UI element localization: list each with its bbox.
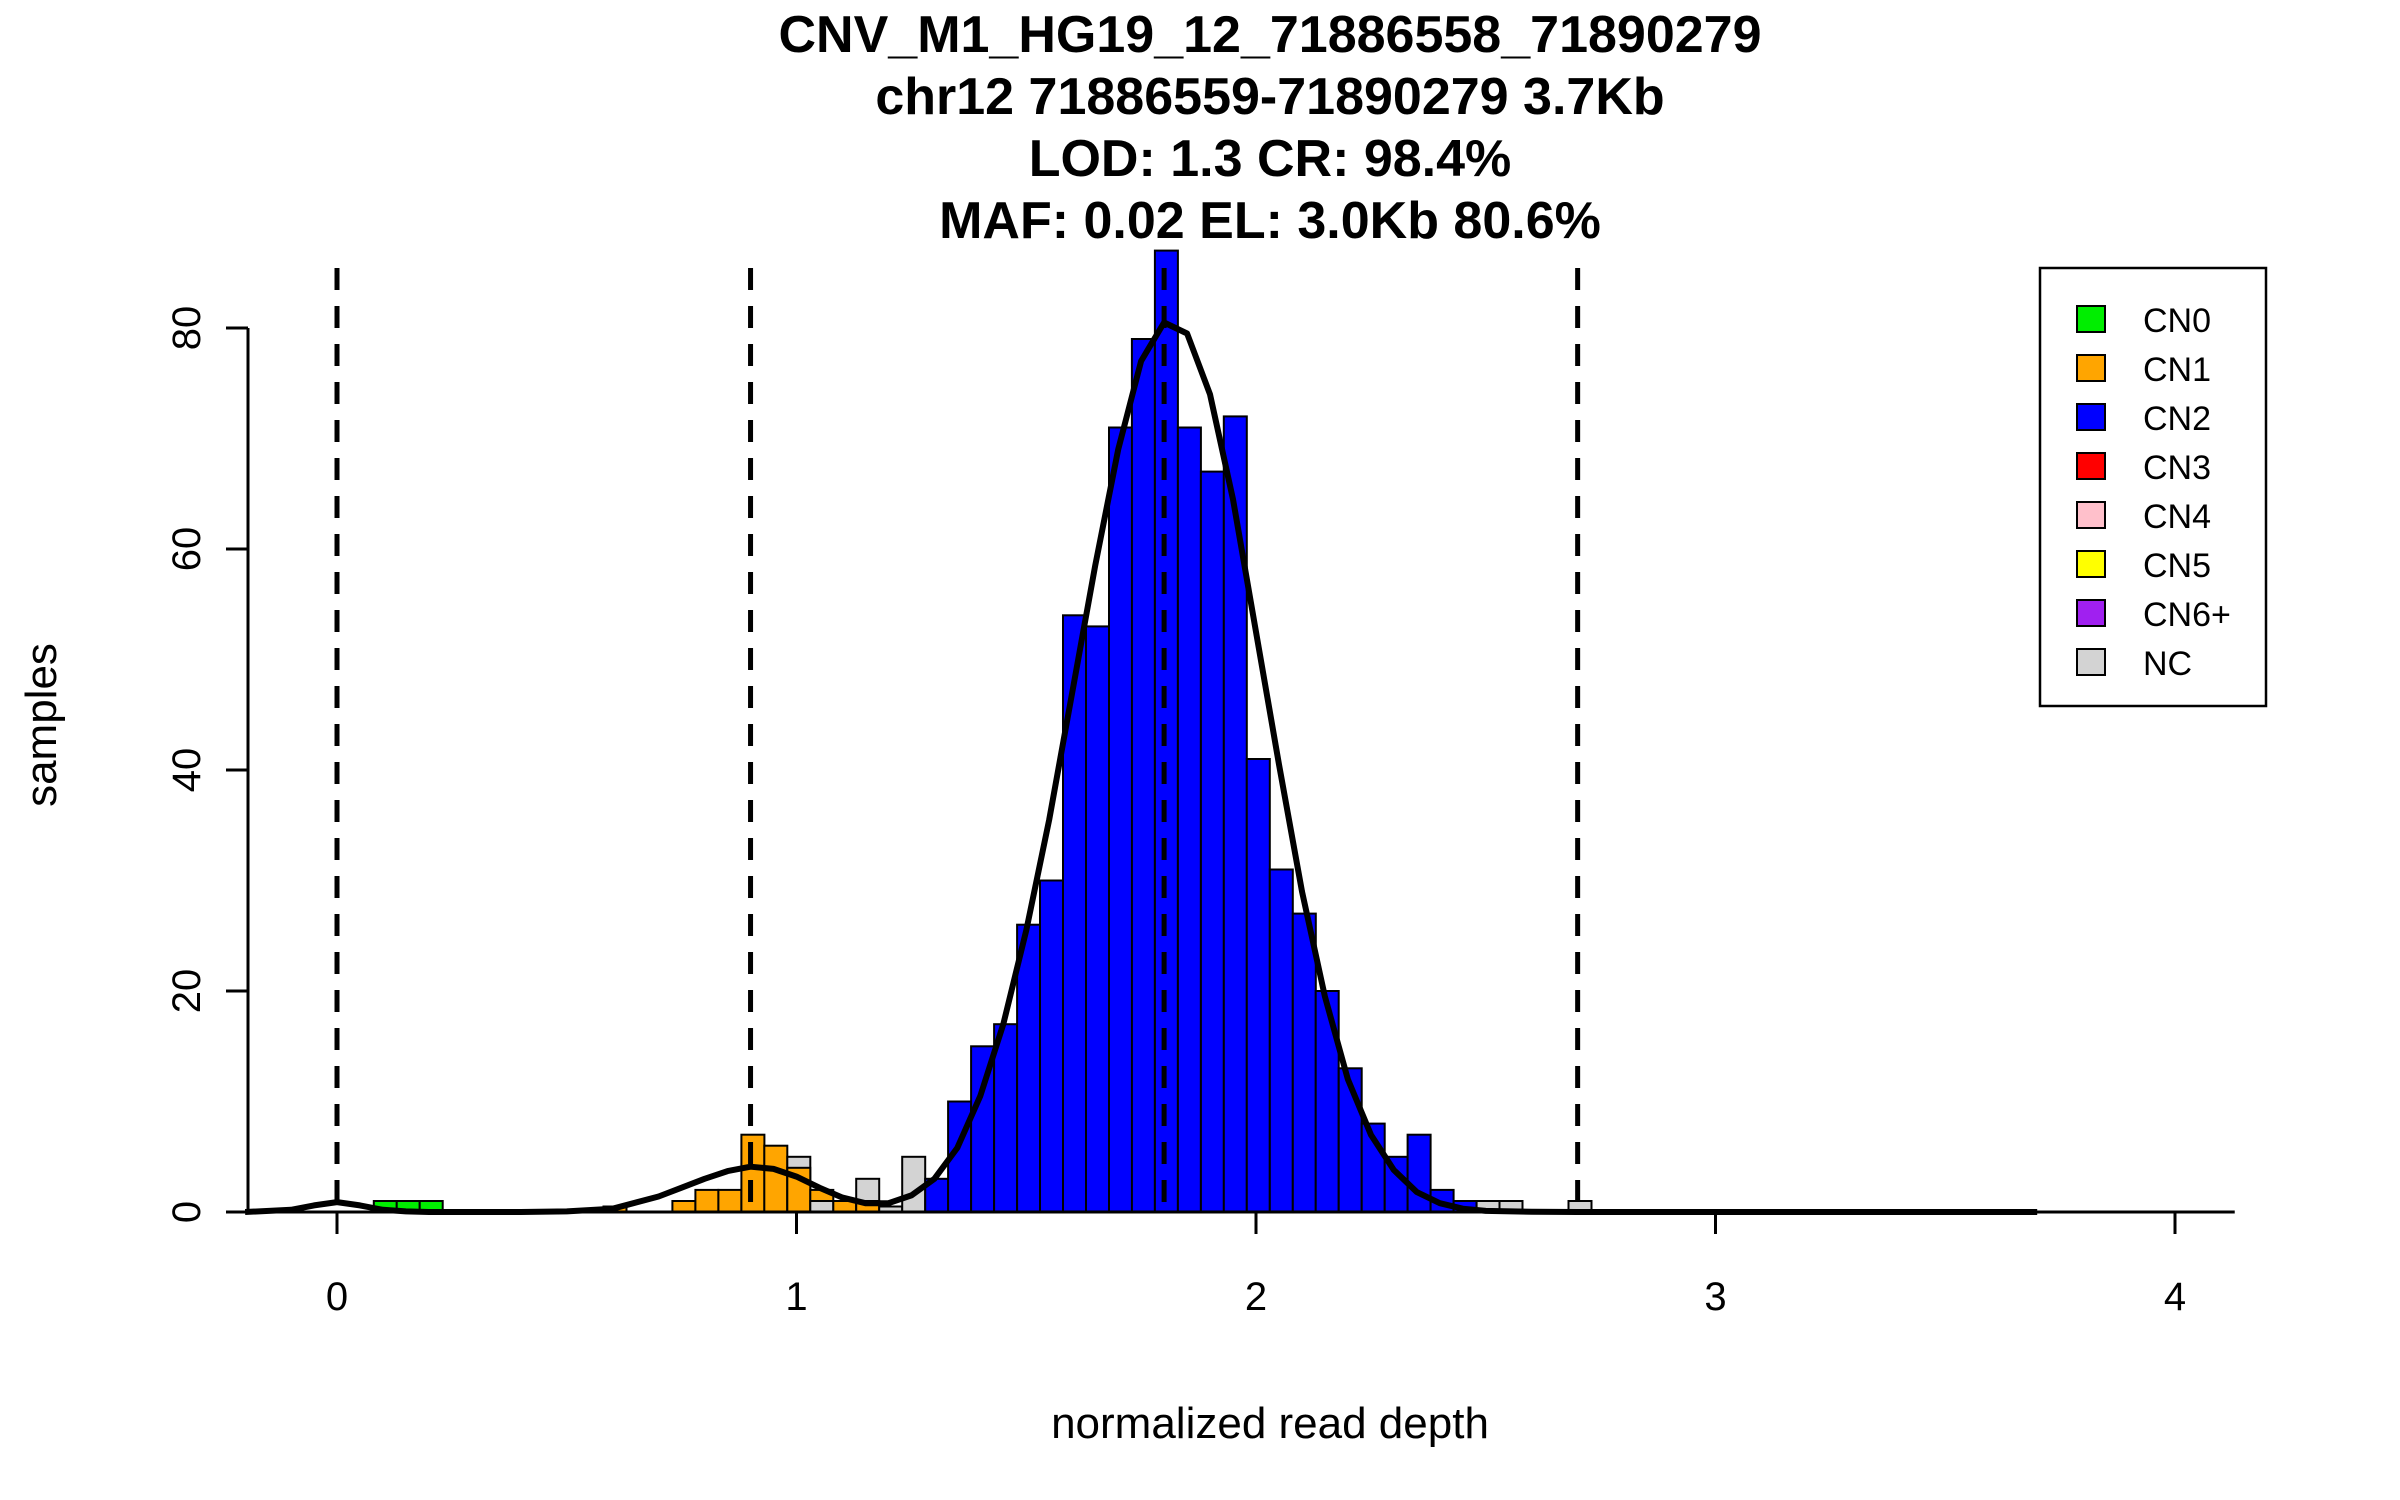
legend-label-cn6plus: CN6+	[2143, 596, 2231, 634]
histogram-bars	[372, 249, 1593, 1214]
legend-swatch-cn3	[2076, 452, 2106, 480]
histogram-bar-nc-12	[809, 1200, 835, 1213]
histogram-bar-cn2-26	[1108, 426, 1133, 1213]
chart-title: CNV_M1_HG19_12_71886558_71890279 chr12 7…	[778, 6, 1761, 250]
x-tick-label-4: 4	[2164, 1275, 2186, 1319]
legend-label-cn2: CN2	[2143, 400, 2211, 438]
histogram-bar-cn2-24	[1062, 614, 1087, 1213]
legend-label-cn1: CN1	[2143, 351, 2211, 389]
legend-label-cn4: CN4	[2143, 498, 2211, 536]
x-axis-label: normalized read depth	[1051, 1399, 1489, 1448]
histogram-bar-cn2-29	[1176, 426, 1202, 1213]
histogram-bar-cn2-30	[1199, 470, 1225, 1214]
legend-swatch-cn0	[2076, 305, 2106, 333]
legend-label-cn3: CN3	[2143, 449, 2211, 487]
y-tick-label-2: 40	[165, 748, 209, 793]
histogram-bar-cn2-25	[1085, 625, 1110, 1213]
histogram-bar-cn1-4	[671, 1200, 697, 1213]
histogram-bar-cn1-8	[763, 1144, 789, 1213]
title-line-1: CNV_M1_HG19_12_71886558_71890279	[778, 6, 1761, 64]
histogram-bar-cn2-31	[1222, 415, 1248, 1213]
y-tick-label-0: 0	[165, 1201, 209, 1223]
x-tick-label-3: 3	[1704, 1275, 1726, 1319]
title-line-4: MAF: 0.02 EL: 3.0Kb 80.6%	[939, 192, 1601, 250]
copy-number-dashed-lines	[334, 268, 1581, 1212]
y-axis-label: samples	[17, 643, 66, 807]
histogram-bar-cn2-21	[993, 1023, 1019, 1213]
legend-swatch-cn4	[2076, 501, 2106, 529]
legend-label-nc: NC	[2143, 645, 2192, 683]
legend-label-cn5: CN5	[2143, 547, 2211, 585]
title-line-3: LOD: 1.3 CR: 98.4%	[1029, 130, 1512, 188]
histogram-bar-cn2-22	[1016, 923, 1042, 1213]
legend-swatch-cn2	[2076, 403, 2106, 431]
legend-swatch-nc	[2076, 648, 2106, 676]
histogram-bar-cn1-6	[717, 1188, 743, 1214]
legend-box	[2038, 266, 2268, 708]
legend-swatch-cn6plus	[2076, 599, 2106, 627]
legend: CN0 CN1 CN2 CN3 CN4 CN5 CN6+ NC	[2038, 266, 2268, 708]
x-tick-label-0: 0	[326, 1275, 348, 1319]
histogram-bar-cn2-32	[1245, 758, 1271, 1213]
y-tick-label-3: 60	[165, 527, 209, 572]
x-tick-label-1: 1	[785, 1275, 807, 1319]
histogram-bar-cn2-23	[1039, 879, 1064, 1213]
legend-swatch-cn5	[2076, 550, 2106, 578]
y-tick-label-4: 80	[165, 306, 209, 351]
histogram-bar-cn1-5	[694, 1188, 720, 1214]
y-tick-label-1: 20	[165, 969, 209, 1014]
title-line-2: chr12 71886559-71890279 3.7Kb	[875, 68, 1664, 126]
histogram-bar-cn2-34	[1291, 912, 1317, 1213]
x-tick-label-2: 2	[1245, 1275, 1267, 1319]
legend-label-cn0: CN0	[2143, 302, 2211, 340]
histogram-bar-cn2-33	[1268, 868, 1294, 1213]
legend-swatch-cn1	[2076, 354, 2106, 382]
histogram-bar-cn2-27	[1130, 338, 1156, 1213]
